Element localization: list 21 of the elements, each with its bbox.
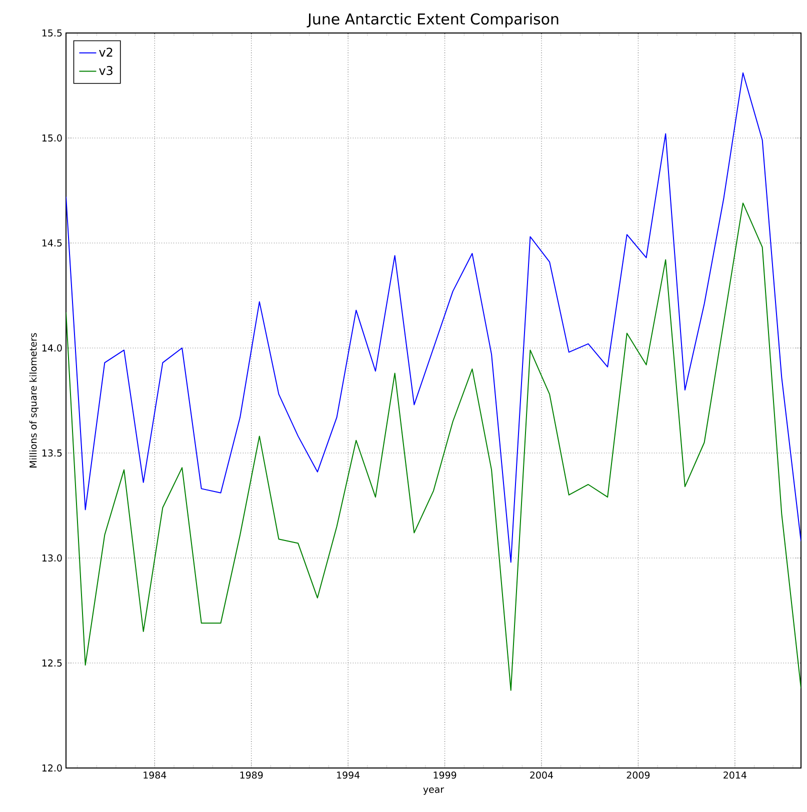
x-tick-label: 1984 [144, 772, 166, 779]
x-axis-title: year [423, 788, 444, 795]
x-tick-label: 1994 [337, 772, 360, 779]
y-tick-label: 15.5 [42, 29, 62, 37]
chart-title: June Antarctic Extent Comparison [306, 13, 558, 28]
y-tick-label: 12.0 [42, 764, 62, 772]
legend-label: v2 [99, 48, 112, 57]
x-tick-label: 1999 [434, 772, 456, 779]
x-tick-label: 1989 [240, 772, 263, 779]
y-tick-label: 13.0 [42, 554, 62, 562]
y-tick-label: 14.5 [42, 239, 62, 247]
x-tick-label: 2009 [626, 772, 650, 779]
line-series [66, 202, 802, 691]
y-tick-label: 13.5 [42, 449, 62, 457]
legend-label: v3 [99, 66, 112, 76]
x-tick-label: 2014 [724, 772, 746, 779]
y-tick-label: 15.0 [42, 134, 62, 142]
y-tick-label: 12.5 [42, 659, 62, 667]
y-axis-title: Millions of square kilometers [29, 333, 39, 468]
x-tick-label: 2004 [530, 772, 554, 779]
y-tick-label: 14.0 [42, 344, 62, 352]
